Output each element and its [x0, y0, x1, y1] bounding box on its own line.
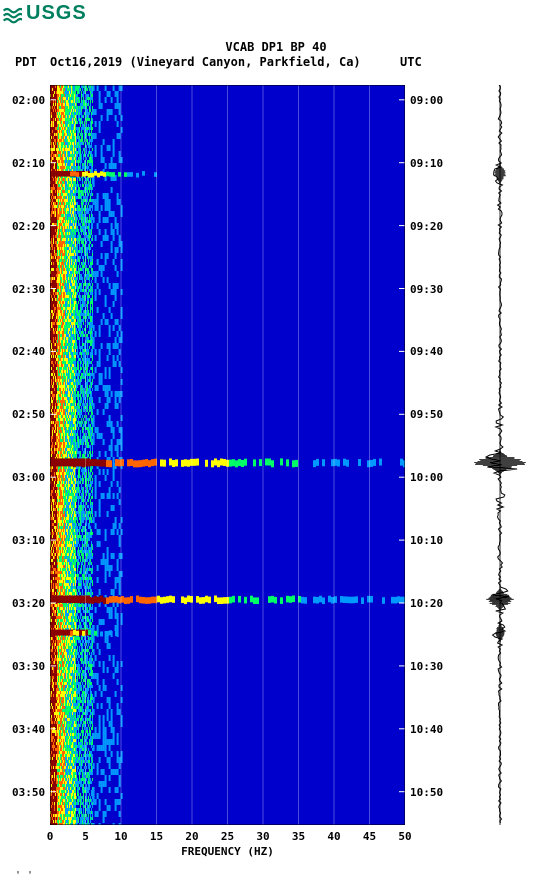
left-time-label: 03:20: [12, 597, 45, 610]
x-tick-label: 15: [150, 830, 163, 843]
right-time-label: 10:00: [410, 471, 443, 484]
right-time-label: 10:40: [410, 723, 443, 736]
spectrogram-svg: [50, 85, 405, 825]
utc-label: UTC: [400, 55, 422, 69]
left-time-label: 02:20: [12, 220, 45, 233]
x-tick-label: 20: [185, 830, 198, 843]
usgs-logo: USGS: [2, 2, 87, 25]
x-tick-label: 10: [114, 830, 127, 843]
left-time-label: 02:00: [12, 94, 45, 107]
right-time-label: 09:50: [410, 408, 443, 421]
date-label: Oct16,2019 (Vineyard Canyon, Parkfield, …: [50, 55, 361, 69]
footer-mark: ' ': [15, 870, 33, 881]
right-time-label: 10:10: [410, 534, 443, 547]
logo-text: USGS: [26, 2, 87, 25]
pdt-label: PDT: [15, 55, 37, 69]
right-time-label: 09:20: [410, 220, 443, 233]
left-time-label: 03:40: [12, 723, 45, 736]
right-time-label: 10:30: [410, 660, 443, 673]
left-time-label: 03:10: [12, 534, 45, 547]
x-tick-label: 25: [221, 830, 234, 843]
x-tick-label: 5: [82, 830, 89, 843]
x-tick-label: 45: [363, 830, 376, 843]
x-axis-label: FREQUENCY (HZ): [50, 845, 405, 858]
x-tick-label: 35: [292, 830, 305, 843]
chart-title: VCAB DP1 BP 40: [0, 40, 552, 54]
right-time-label: 09:40: [410, 345, 443, 358]
left-time-label: 02:40: [12, 345, 45, 358]
right-time-label: 09:30: [410, 283, 443, 296]
x-tick-label: 0: [47, 830, 54, 843]
right-time-label: 10:20: [410, 597, 443, 610]
seismogram-trace: [470, 85, 530, 825]
left-time-label: 02:10: [12, 157, 45, 170]
wave-icon: [2, 4, 22, 24]
x-tick-label: 30: [256, 830, 269, 843]
left-time-label: 03:50: [12, 786, 45, 799]
x-tick-label: 50: [398, 830, 411, 843]
left-time-label: 03:30: [12, 660, 45, 673]
right-time-label: 10:50: [410, 786, 443, 799]
x-tick-label: 40: [327, 830, 340, 843]
spectrogram-chart: [50, 85, 405, 825]
left-time-label: 02:50: [12, 408, 45, 421]
left-time-label: 02:30: [12, 283, 45, 296]
right-time-label: 09:00: [410, 94, 443, 107]
left-time-label: 03:00: [12, 471, 45, 484]
seismogram-svg: [470, 85, 530, 825]
right-time-label: 09:10: [410, 157, 443, 170]
